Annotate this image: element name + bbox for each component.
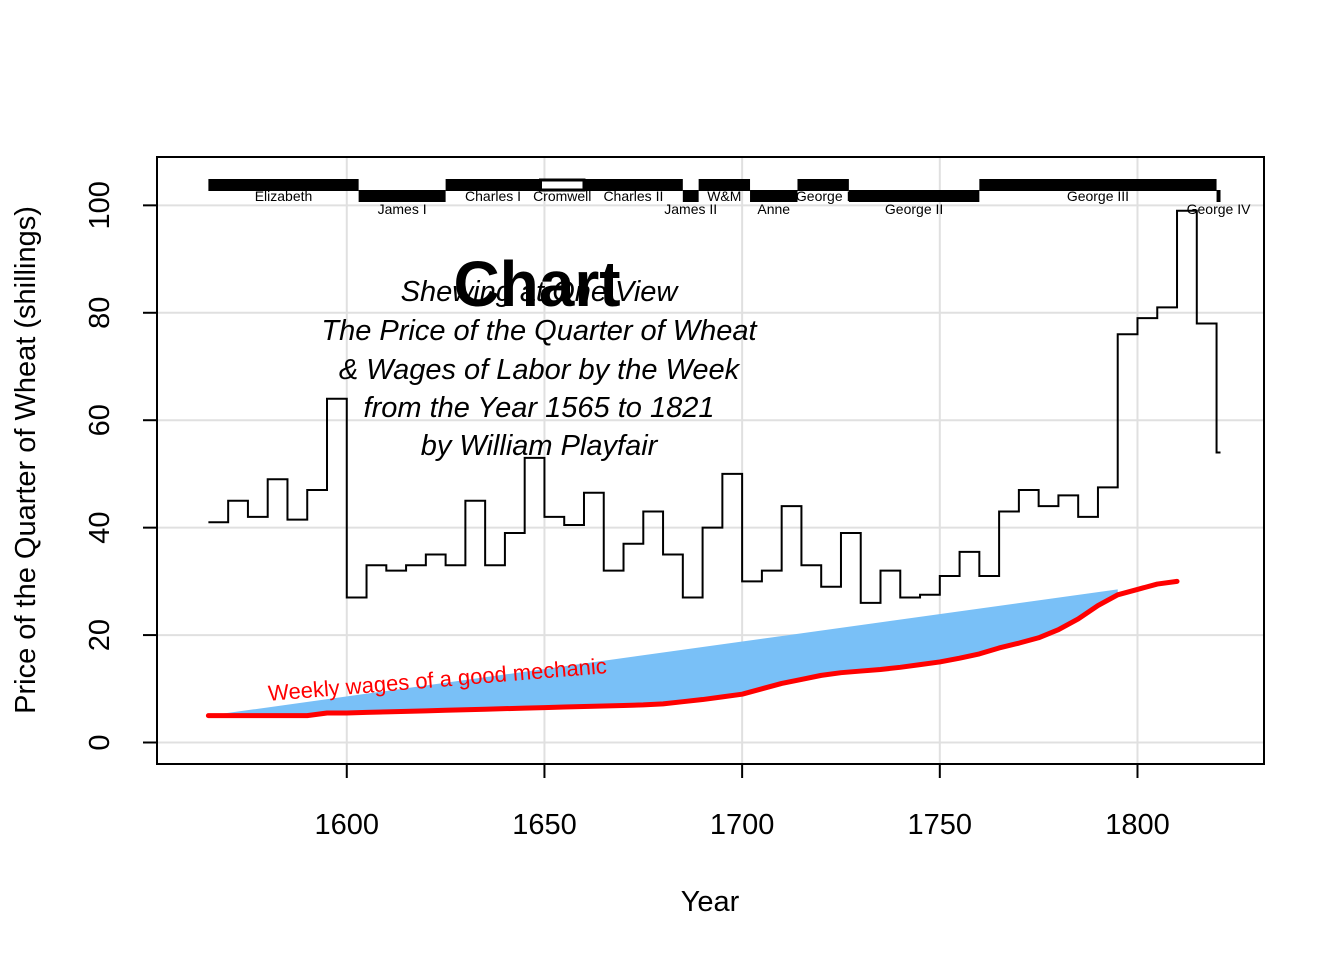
reign-label: Cromwell — [533, 188, 591, 204]
subtitle-line: from the Year 1565 to 1821 — [364, 392, 715, 424]
y-tick-label: 80 — [84, 297, 116, 329]
reign-label: James II — [664, 201, 717, 217]
reign-label: George II — [885, 201, 943, 217]
x-tick-label: 1750 — [908, 809, 973, 841]
reign-bars: Elizabeth James I Charles I Cromwell Charles… — [208, 178, 1251, 217]
y-tick-label: 0 — [84, 734, 116, 750]
subtitle-line: by William Playfair — [421, 430, 659, 462]
x-tick-label: 1650 — [512, 809, 577, 841]
reign-bar — [208, 179, 359, 191]
reign-bar — [698, 179, 751, 191]
reign-label: Anne — [757, 201, 790, 217]
reign-label: Charles I — [465, 188, 521, 204]
y-tick-label: 40 — [84, 512, 116, 544]
reign-bar — [538, 178, 586, 192]
reign-bar — [1216, 190, 1221, 202]
reign-label: Charles II — [603, 188, 663, 204]
wage-area-fill — [208, 589, 1118, 716]
x-tick-label: 1800 — [1105, 809, 1170, 841]
x-tick-label: 1600 — [315, 809, 380, 841]
axes: 1600 1650 1700 1750 1800 0 20 40 60 80 100 — [84, 156, 1265, 841]
wage-area — [208, 589, 1118, 716]
y-tick-label: 100 — [84, 181, 116, 229]
reign-bar — [979, 179, 1217, 191]
reign-bar — [445, 179, 541, 191]
subtitle-line: & Wages of Labor by the Week — [339, 354, 741, 386]
chart-subtitle: Shewing at One View The Price of the Qua… — [321, 276, 758, 462]
reign-label: James I — [378, 201, 427, 217]
reign-bar — [358, 190, 446, 202]
chart-title: Chart — [453, 248, 620, 320]
subtitle-line: The Price of the Quarter of Wheat — [321, 315, 758, 347]
series-lines — [205, 209, 1221, 719]
wages-line — [205, 578, 1180, 719]
reign-bar — [682, 190, 699, 202]
y-axis-label: Price of the Quarter of Wheat (shillings… — [10, 206, 42, 714]
x-axis-label: Year — [681, 886, 740, 918]
subtitle-line: Shewing at One View — [401, 276, 680, 308]
reign-label: W&M — [707, 188, 741, 204]
reign-label: George III — [1067, 188, 1129, 204]
reign-label: Elizabeth — [255, 188, 313, 204]
reign-bar — [797, 179, 849, 191]
reign-bar — [848, 190, 980, 202]
wheat-price-line — [208, 209, 1221, 604]
reign-label: George I — [796, 188, 850, 204]
y-tick-label: 60 — [84, 404, 116, 436]
x-tick-label: 1700 — [710, 809, 775, 841]
y-tick-label: 20 — [84, 619, 116, 651]
grid-lines — [157, 157, 1264, 764]
reign-bar — [583, 179, 683, 191]
reign-bar — [750, 190, 798, 202]
reign-label: George IV — [1187, 201, 1251, 217]
